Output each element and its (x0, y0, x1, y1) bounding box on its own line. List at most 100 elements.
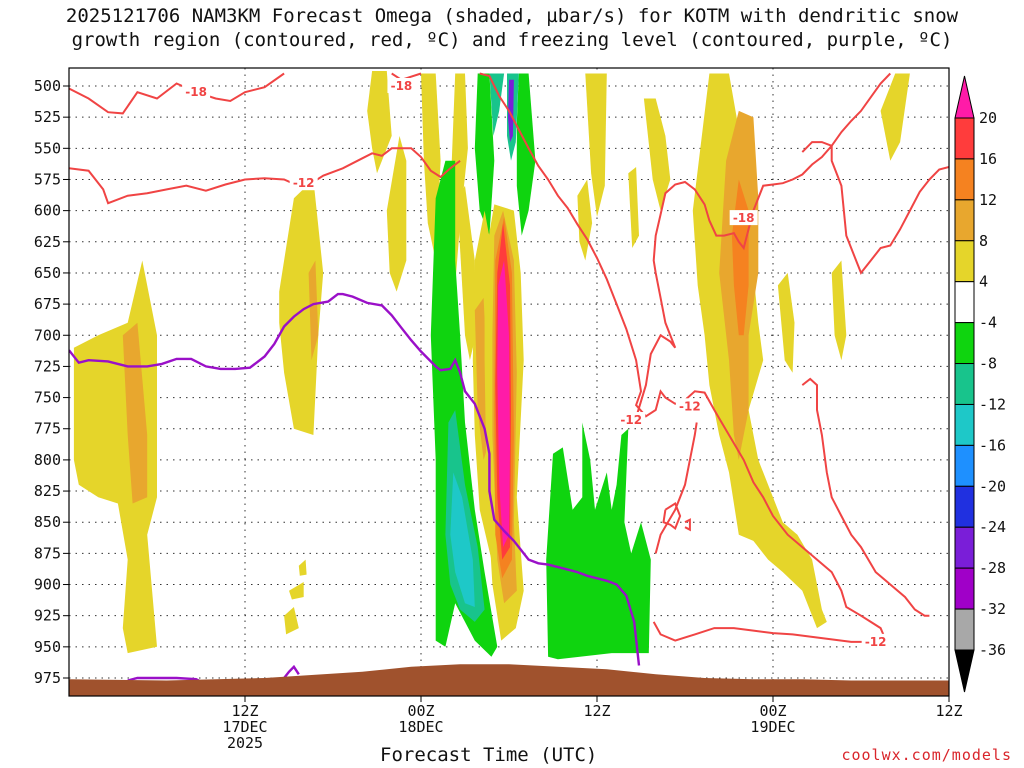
dgs-contour-line (652, 621, 886, 643)
omega-region (777, 272, 795, 373)
contour-label-bg (729, 210, 758, 226)
colorbar-bin (954, 526, 975, 569)
omega-region (308, 260, 319, 361)
chart-title: 2025121706 NAM3KM Forecast Omega (shaded… (0, 4, 1024, 52)
contour-label: -12 (865, 635, 887, 649)
y-tick-label: 575 (34, 170, 61, 188)
terrain-layer (69, 664, 949, 696)
omega-region (585, 73, 607, 217)
omega-region (279, 179, 324, 435)
dgs-contour-line (635, 72, 892, 418)
freezing-level-line (283, 664, 300, 679)
contour-label-bg (861, 633, 890, 649)
omega-region (489, 73, 505, 136)
freezing-level-line (69, 292, 641, 666)
dgs-contour-line (801, 377, 930, 617)
chart-title-line2: growth region (contoured, red, ºC) and f… (71, 29, 953, 51)
y-tick-label: 650 (34, 264, 61, 282)
dgs-contour-line (662, 502, 682, 530)
contour-label: -18 (185, 85, 207, 99)
omega-region (298, 559, 307, 576)
y-tick-label: 525 (34, 108, 61, 126)
colorbar-label: -8 (979, 355, 997, 373)
y-tick-label: 875 (34, 544, 61, 562)
contour-label-bg (289, 175, 318, 191)
y-tick-label: 825 (34, 482, 61, 500)
omega-region (831, 260, 847, 361)
colorbar-label: -24 (979, 518, 1006, 536)
colorbar-bin (954, 199, 975, 242)
omega-region (516, 73, 536, 236)
x-tick-label: 00Z (407, 702, 434, 720)
y-tick-label: 725 (34, 357, 61, 375)
y-tick-label: 775 (34, 420, 61, 438)
colorbar-bin (954, 322, 975, 365)
colorbar-label: -32 (979, 600, 1006, 618)
dgs-contour-line (684, 518, 691, 532)
colorbar-top-arrow (954, 75, 975, 119)
dgs-contour-line (654, 422, 698, 554)
colorbar-label: -36 (979, 641, 1006, 659)
contour-label-bg (617, 412, 646, 428)
y-tick-label: 975 (34, 669, 61, 687)
colorbar-label: -28 (979, 559, 1006, 577)
y-tick-label: 925 (34, 607, 61, 625)
colorbar-bin (954, 608, 975, 651)
y-tick-label: 500 (34, 77, 61, 95)
contour-label: -12 (620, 413, 642, 427)
plot-frame (68, 67, 950, 697)
y-tick-label: 950 (34, 638, 61, 656)
colorbar-bottom-arrow (954, 649, 975, 693)
omega-region (289, 582, 304, 600)
omega-region (628, 167, 639, 248)
colorbar-label: -12 (979, 395, 1006, 413)
contour-label-layer: -18 -18 -12 -12 -12 -18 -12 (182, 78, 890, 649)
x-tick-label: 2025 (227, 734, 263, 752)
colorbar-label: 8 (979, 232, 988, 250)
omega-shading-layer (73, 71, 910, 660)
contour-label-bg (675, 398, 704, 414)
chart-title-line1: 2025121706 NAM3KM Forecast Omega (shaded… (65, 5, 959, 27)
x-tick-label: 17DEC (222, 718, 267, 736)
colorbar-bin (954, 158, 975, 201)
dgs-contour-line (479, 72, 887, 640)
omega-region (457, 185, 476, 361)
colorbar-label: 20 (979, 109, 997, 127)
contour-label-bg (387, 78, 416, 93)
x-tick-label: 18DEC (398, 718, 443, 736)
credit-text: coolwx.com/models (841, 746, 1012, 764)
y-tick-label: 675 (34, 295, 61, 313)
x-tick-label: 12Z (935, 702, 962, 720)
colorbar-label: -4 (979, 314, 997, 332)
colorbar-label: 4 (979, 273, 988, 291)
omega-region (474, 297, 488, 460)
omega-region (497, 260, 510, 548)
x-tick-label: 00Z (759, 702, 786, 720)
dgs-contour-line (801, 141, 949, 275)
contour-label-bg (182, 84, 211, 100)
y-tick-label: 900 (34, 576, 61, 594)
contour-label: -18 (391, 79, 413, 93)
omega-region (508, 79, 514, 143)
omega-region (880, 73, 910, 161)
terrain-fill (69, 664, 949, 696)
omega-region (122, 322, 148, 504)
x-tick-label: 12Z (583, 702, 610, 720)
colorbar-bin (954, 281, 975, 324)
colorbar-bin (954, 363, 975, 405)
colorbar-label: 16 (979, 150, 997, 168)
y-tick-label: 800 (34, 451, 61, 469)
colorbar-label: -16 (979, 436, 1006, 454)
colorbar-bin (954, 444, 975, 487)
y-tick-label: 550 (34, 139, 61, 157)
omega-region (450, 472, 475, 607)
x-axis-label: Forecast Time (UTC) (380, 744, 598, 766)
colorbar-bin (954, 117, 975, 160)
y-tick-label: 750 (34, 389, 61, 407)
omega-region (643, 98, 671, 211)
y-tick-label: 850 (34, 513, 61, 531)
omega-region (284, 607, 299, 635)
colorbar-label: -20 (979, 477, 1006, 495)
